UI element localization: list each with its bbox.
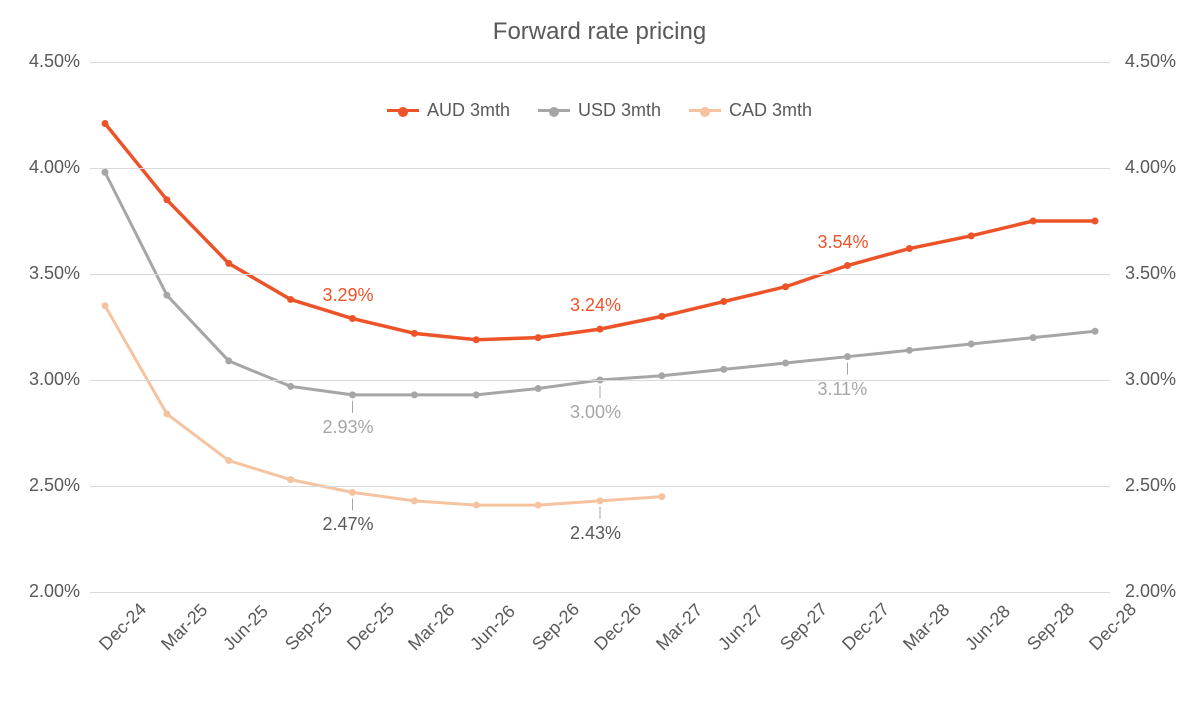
x-tick: Dec-24 — [95, 599, 151, 655]
x-tick: Mar-27 — [652, 600, 707, 655]
data-label: 2.93% — [323, 417, 374, 438]
x-tick: Jun-25 — [219, 601, 273, 655]
data-label: 2.43% — [570, 523, 621, 544]
data-label: 3.29% — [323, 285, 374, 306]
gridline — [90, 274, 1110, 275]
data-label: 2.47% — [323, 514, 374, 535]
chart-title: Forward rate pricing — [0, 18, 1199, 46]
x-tick: Jun-26 — [466, 601, 520, 655]
y-tick-left: 3.00% — [0, 369, 80, 390]
x-tick: Sep-28 — [1023, 599, 1079, 655]
gridline — [90, 486, 1110, 487]
x-tick: Dec-26 — [590, 599, 646, 655]
y-tick-right: 3.50% — [1125, 263, 1199, 284]
x-tick: Dec-27 — [838, 599, 894, 655]
x-tick: Sep-27 — [776, 599, 832, 655]
y-tick-right: 3.00% — [1125, 369, 1199, 390]
x-tick: Mar-28 — [899, 600, 954, 655]
plot-area: 2.00%2.00%2.50%2.50%3.00%3.00%3.50%3.50%… — [90, 62, 1110, 592]
y-tick-right: 4.00% — [1125, 157, 1199, 178]
y-tick-left: 4.00% — [0, 157, 80, 178]
gridline — [90, 168, 1110, 169]
x-tick: Jun-27 — [714, 601, 768, 655]
gridline — [90, 380, 1110, 381]
y-tick-left: 4.50% — [0, 51, 80, 72]
data-label: 3.11% — [818, 379, 868, 400]
data-label: 3.00% — [570, 402, 621, 423]
data-label: 3.54% — [818, 232, 869, 253]
x-tick: Jun-28 — [961, 601, 1015, 655]
x-tick: Dec-28 — [1085, 599, 1141, 655]
x-tick: Mar-26 — [404, 600, 459, 655]
y-tick-right: 2.50% — [1125, 475, 1199, 496]
y-tick-right: 2.00% — [1125, 581, 1199, 602]
x-tick: Sep-26 — [528, 599, 584, 655]
x-tick: Dec-25 — [343, 599, 399, 655]
gridline — [90, 62, 1110, 63]
data-label: 3.24% — [570, 295, 621, 316]
y-tick-right: 4.50% — [1125, 51, 1199, 72]
gridline — [90, 592, 1110, 593]
forward-rate-chart: Forward rate pricing AUD 3mth USD 3mth C… — [0, 0, 1199, 709]
y-tick-left: 3.50% — [0, 263, 80, 284]
x-tick: Sep-25 — [281, 599, 337, 655]
chart-svg — [90, 62, 1110, 592]
x-tick: Mar-25 — [157, 600, 212, 655]
y-tick-left: 2.00% — [0, 581, 80, 602]
y-tick-left: 2.50% — [0, 475, 80, 496]
